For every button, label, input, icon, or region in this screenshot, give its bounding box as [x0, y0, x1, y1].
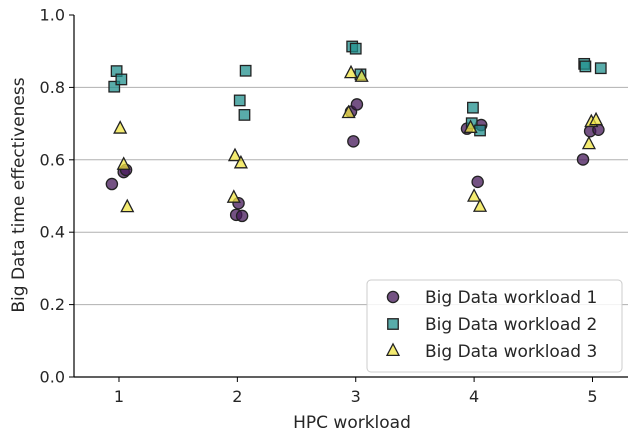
y-tick-label: 1.0: [40, 6, 65, 25]
x-tick-label: 5: [587, 387, 597, 406]
triangle-point-series-3: [341, 104, 356, 119]
triangle-point-series-3: [588, 111, 604, 126]
triangle-point-series-3: [113, 120, 128, 134]
square-point-series-2: [115, 73, 128, 86]
circle-point-series-1: [105, 177, 119, 191]
square-point-series-2: [349, 42, 362, 55]
square-point-series-2: [108, 80, 121, 93]
triangle-point-series-3: [581, 135, 597, 150]
x-tick-label: 2: [232, 387, 242, 406]
circle-point-series-1: [347, 135, 360, 148]
triangle-point-series-3: [463, 119, 478, 133]
circle-point-series-1: [350, 98, 364, 111]
y-tick-label: 0.8: [40, 78, 65, 97]
legend-entry-label: Big Data workload 2: [425, 315, 597, 335]
square-point-series-2: [233, 94, 246, 107]
square-point-series-2: [594, 62, 607, 75]
legend-marker-circle: [386, 290, 400, 304]
square-point-series-2: [579, 60, 592, 73]
ticks: 0.0 0.2 0.4 0.6 0.8 1.0 1 2 3 4 5: [40, 6, 598, 407]
square-point-series-2: [474, 124, 486, 137]
data-points: [105, 40, 607, 223]
triangle-point-series-3: [226, 189, 241, 203]
y-tick-label: 0.6: [40, 150, 65, 169]
y-tick-label: 0.2: [40, 295, 65, 314]
square-point-series-2: [238, 109, 251, 121]
triangle-point-series-3: [116, 156, 131, 170]
legend-entry-label: Big Data workload 1: [425, 288, 597, 308]
legend-marker-triangle: [385, 342, 401, 357]
x-tick-label: 3: [351, 387, 361, 406]
gridlines: [74, 86, 628, 306]
legend-entry-label: Big Data workload 3: [425, 342, 597, 362]
legend: Big Data workload 1 Big Data workload 2 Bi…: [366, 279, 623, 373]
triangle-point-series-3: [343, 64, 359, 79]
legend-marker-square: [387, 318, 399, 330]
y-tick-label: 0.0: [40, 368, 65, 387]
y-axis-label: Big Data time effectiveness: [9, 77, 29, 312]
triangle-point-series-3: [233, 154, 248, 169]
triangle-point-series-3: [227, 147, 243, 162]
square-point-series-2: [467, 101, 479, 114]
circle-point-series-1: [235, 209, 249, 223]
triangle-point-series-3: [467, 188, 482, 202]
circle-point-series-1: [576, 153, 590, 166]
triangle-point-series-3: [472, 198, 488, 212]
triangle-point-series-3: [354, 68, 369, 82]
axes: [73, 15, 628, 378]
circle-point-series-1: [471, 175, 484, 189]
triangle-point-series-3: [120, 198, 135, 213]
legend-box: [366, 279, 623, 373]
x-axis-label: HPC workload: [293, 413, 411, 433]
y-tick-label: 0.4: [40, 223, 65, 242]
square-point-series-2: [239, 64, 252, 77]
x-tick-label: 4: [469, 387, 479, 406]
x-tick-label: 1: [114, 387, 124, 406]
